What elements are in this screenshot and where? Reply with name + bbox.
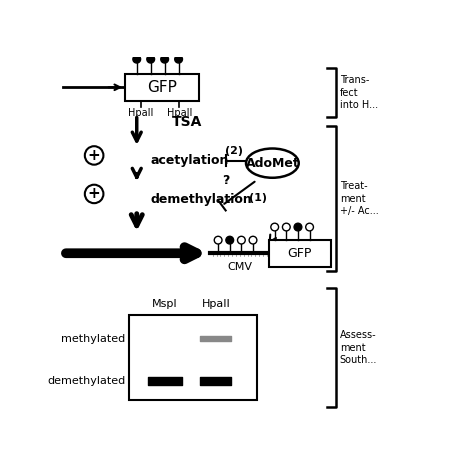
Text: HpaII: HpaII	[128, 109, 153, 118]
Text: +: +	[88, 186, 100, 201]
Text: CMV: CMV	[227, 263, 252, 273]
Circle shape	[283, 223, 290, 231]
Circle shape	[133, 55, 141, 63]
Circle shape	[175, 55, 182, 63]
Text: Trans-
fect
into H...: Trans- fect into H...	[340, 75, 378, 110]
Text: Treat-
ment
+/- Ac...: Treat- ment +/- Ac...	[340, 181, 379, 216]
Text: HpaII: HpaII	[167, 109, 192, 118]
Text: HpaII: HpaII	[201, 299, 230, 309]
Bar	[125, 74, 199, 101]
Circle shape	[214, 237, 222, 244]
Text: +: +	[88, 148, 100, 163]
Bar	[129, 315, 257, 400]
Bar	[268, 240, 330, 267]
Text: acetylation: acetylation	[151, 155, 229, 167]
Text: demethylation: demethylation	[151, 193, 253, 206]
Text: AdoMet: AdoMet	[246, 156, 299, 170]
Text: demethylated: demethylated	[47, 376, 125, 386]
Text: TSA: TSA	[172, 115, 202, 129]
Circle shape	[161, 55, 169, 63]
Circle shape	[237, 237, 245, 244]
Ellipse shape	[246, 148, 299, 178]
Circle shape	[85, 146, 103, 164]
Text: Assess-
ment
South...: Assess- ment South...	[340, 330, 377, 365]
Text: GFP: GFP	[287, 247, 312, 260]
Circle shape	[249, 237, 257, 244]
Text: MspI: MspI	[152, 299, 178, 309]
Circle shape	[271, 223, 279, 231]
Text: ?: ?	[222, 174, 229, 187]
Text: GFP: GFP	[147, 80, 177, 95]
Circle shape	[294, 223, 302, 231]
Circle shape	[226, 237, 234, 244]
Circle shape	[147, 55, 155, 63]
Text: methylated: methylated	[61, 334, 125, 344]
Circle shape	[306, 223, 313, 231]
Text: (1): (1)	[249, 193, 267, 203]
Circle shape	[85, 185, 103, 203]
Text: (2): (2)	[225, 146, 243, 156]
